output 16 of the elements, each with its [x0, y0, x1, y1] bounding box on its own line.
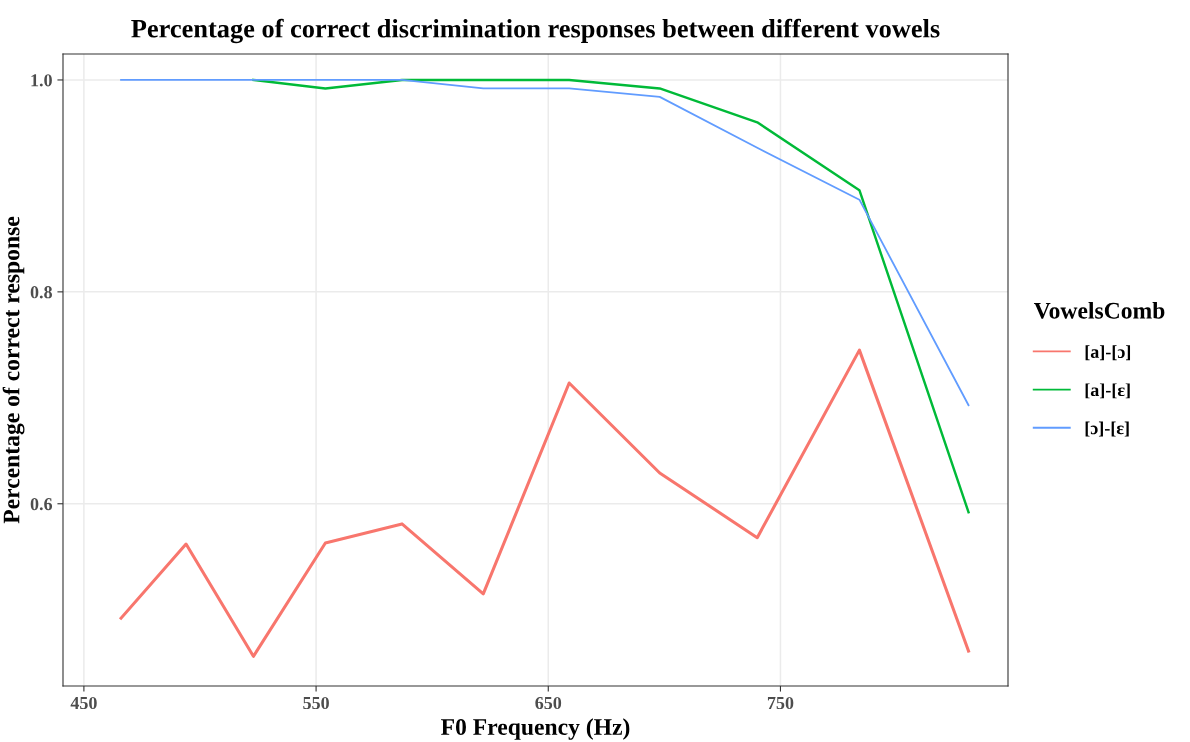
y-axis-title: Percentage of correct response [2, 216, 25, 524]
legend-label: [a]-[ɛ] [1085, 383, 1130, 399]
x-tick-label: 450 [70, 696, 97, 710]
line-series [120, 79, 970, 407]
chart-title: Percentage of correct discrimination responses between different vowels [131, 18, 940, 44]
y-tick-label: 0.6 [30, 498, 53, 511]
y-tick-label: 1.0 [31, 74, 52, 87]
legend-label: [a]-[ɔ] [1085, 345, 1131, 361]
line-series [119, 348, 971, 658]
legend-label: [ɔ]-[ɛ] [1085, 421, 1129, 437]
legend-title: VowelsComb [1033, 302, 1165, 319]
x-tick-label: 550 [303, 696, 329, 710]
x-tick-label: 650 [535, 696, 562, 710]
y-tick-label: 0.8 [30, 286, 52, 299]
x-axis-title: F0 Frequency (Hz) [441, 718, 630, 740]
x-tick-label: 750 [767, 696, 794, 710]
